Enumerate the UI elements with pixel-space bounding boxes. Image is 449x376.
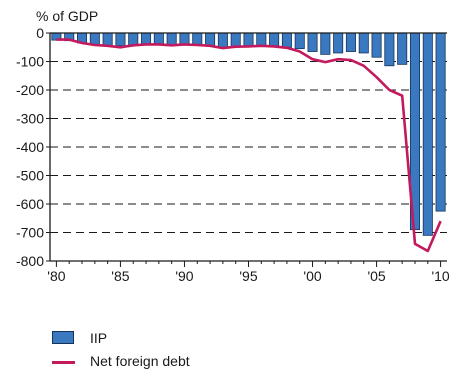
bar-iip: [269, 32, 280, 47]
x-tick-label: '80: [47, 268, 65, 284]
bar-iip: [166, 32, 177, 46]
y-tick-label: -200: [16, 82, 44, 98]
bar-iip: [128, 32, 139, 46]
bar-iip: [102, 32, 113, 47]
bar-iip: [345, 32, 356, 52]
bar-iip: [89, 32, 100, 45]
axes: 0 -100 -200 -300 -400 -500 -600 -700 -800'80 '85 '…: [16, 25, 449, 284]
iip-bars: [51, 32, 446, 236]
x-tick-label: '10: [431, 268, 449, 284]
bar-iip: [307, 32, 318, 52]
bar-iip: [256, 32, 267, 47]
bar-iip: [397, 32, 408, 65]
legend-label-net-foreign-debt: Net foreign debt: [90, 353, 190, 369]
y-tick-label: -400: [16, 139, 44, 155]
net-foreign-debt-line: [56, 38, 442, 253]
bar-iip: [217, 32, 228, 48]
bar-iip: [141, 32, 152, 45]
bar-iip: [115, 32, 126, 47]
y-tick-label: -700: [16, 225, 44, 241]
legend-label-iip: IIP: [90, 330, 108, 346]
y-tick-label: 0: [36, 25, 44, 41]
x-tick-label: '00: [303, 268, 321, 284]
y-tick-label: -800: [16, 253, 44, 269]
x-tick-label: '95: [239, 268, 257, 284]
x-tick-label: '90: [175, 268, 193, 284]
bar-iip: [192, 32, 203, 45]
y-tick-label: -100: [16, 54, 44, 70]
line-net-foreign-debt: [56, 38, 442, 253]
bar-iip: [179, 32, 190, 45]
legend-swatch-iip: [52, 331, 74, 344]
grid: [50, 61, 447, 233]
bar-iip: [230, 32, 241, 48]
bar-iip: [333, 32, 344, 54]
x-tick-label: '05: [367, 268, 385, 284]
bar-iip: [422, 32, 433, 236]
bar-iip: [243, 32, 254, 47]
x-tick-label: '85: [111, 268, 129, 284]
bar-iip: [384, 32, 395, 67]
y-axis-title: % of GDP: [36, 8, 98, 24]
legend-swatch-net-foreign-debt: [52, 361, 75, 364]
bar-iip: [371, 32, 382, 58]
bar-iip: [320, 32, 331, 55]
bar-iip: [294, 32, 305, 50]
bar-iip: [281, 32, 292, 48]
bar-iip: [153, 32, 164, 45]
y-tick-label: -300: [16, 111, 44, 127]
y-tick-label: -500: [16, 168, 44, 184]
bar-iip: [358, 32, 369, 54]
bar-iip: [435, 32, 446, 212]
y-tick-label: -600: [16, 196, 44, 212]
bar-iip: [205, 32, 216, 47]
